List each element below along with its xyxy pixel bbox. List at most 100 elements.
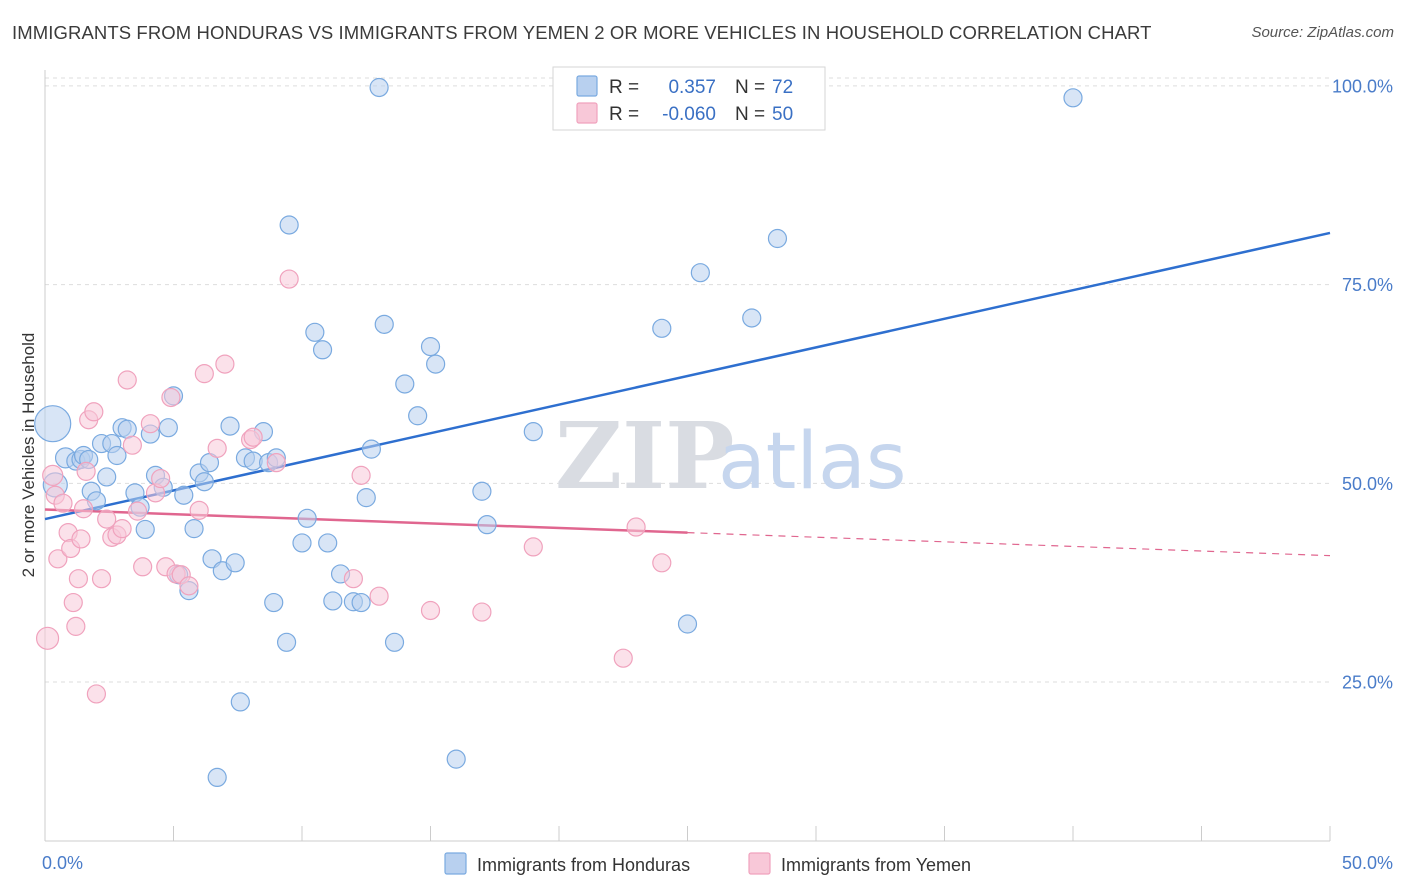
scatter-point (117, 419, 137, 439)
scatter-point (356, 488, 376, 508)
scatter-point (351, 592, 371, 613)
scatter-point (318, 533, 338, 553)
trend-line-yemen-extension (687, 532, 1331, 557)
scatter-point (305, 322, 325, 342)
series-legend: Immigrants from Honduras Immigrants from… (444, 852, 971, 875)
stats-r-value-honduras: 0.357 (668, 77, 716, 98)
x-tick-label-max: 50.0% (1342, 853, 1393, 873)
scatter-point (73, 499, 94, 519)
legend-swatch-honduras (444, 852, 467, 875)
scatter-point (76, 461, 96, 481)
scatter-point (652, 553, 672, 573)
scatter-point (97, 509, 117, 529)
x-tick-label-min: 0.0% (42, 853, 83, 873)
scatter-point (215, 354, 235, 374)
watermark-zip: ZIP (555, 402, 734, 510)
stats-n-label-honduras: N = (735, 77, 765, 98)
scatter-point (264, 592, 284, 613)
scatter-point (135, 519, 155, 540)
stats-legend-box: R = 0.357 N = 72 R = -0.060 N = 50 (552, 66, 826, 131)
scatter-point (174, 485, 194, 505)
scatter-point (613, 648, 633, 668)
scatter-point (279, 215, 299, 235)
scatter-point (68, 569, 89, 589)
scatter-point (207, 767, 227, 788)
scatter-point (184, 519, 204, 539)
scatter-point (1063, 88, 1083, 108)
scatter-point (151, 468, 171, 489)
stats-n-label-yemen: N = (735, 104, 765, 125)
stats-box-frame (552, 66, 826, 131)
scatter-point (140, 414, 160, 434)
scatter-point (179, 576, 199, 596)
scatter-point (690, 263, 710, 283)
scatter-point (34, 405, 72, 443)
scatter-point (374, 314, 394, 334)
source-credit: Source: ZipAtlas.com (1251, 24, 1394, 41)
scatter-point (420, 337, 441, 357)
watermark-atlas: atlas (718, 417, 907, 507)
scatter-point (446, 749, 466, 769)
tick-labels: 100.0% 75.0% 50.0% 25.0% 0.0% 50.0% (42, 76, 1393, 873)
legend-label-honduras: Immigrants from Honduras (477, 855, 690, 875)
scatter-point (279, 269, 299, 289)
grid-lines (45, 77, 1330, 683)
scatter-point (107, 445, 127, 466)
scatter-point (53, 493, 73, 513)
scatter-point (117, 370, 137, 390)
series-yemen-points (35, 269, 672, 704)
legend-swatch-yemen (748, 852, 771, 875)
scatter-point (477, 515, 497, 535)
scatter-point (112, 519, 132, 539)
stats-swatch-honduras (576, 75, 598, 97)
watermark: ZIP atlas (555, 402, 907, 510)
legend-label-yemen: Immigrants from Yemen (781, 855, 971, 875)
scatter-point (408, 406, 428, 426)
scatter-point (122, 435, 142, 455)
scatter-point (523, 422, 543, 442)
stats-r-label-honduras: R = (609, 77, 639, 98)
scatter-point (207, 438, 227, 458)
scatter-point (194, 364, 214, 384)
y-tick-label: 100.0% (1332, 76, 1393, 96)
scatter-point (127, 501, 148, 521)
scatter-point (225, 553, 245, 573)
scatter-point (420, 600, 441, 621)
scatter-point (35, 626, 60, 650)
trend-line-honduras (44, 231, 1331, 521)
scatter-point (158, 418, 178, 438)
scatter-point (266, 453, 286, 473)
trend-lines (44, 231, 1331, 557)
y-tick-label: 25.0% (1342, 673, 1393, 693)
scatter-point (652, 318, 672, 338)
scatter-point (472, 602, 492, 622)
scatter-point (189, 500, 209, 520)
y-tick-label: 50.0% (1342, 474, 1393, 494)
y-axis-label: 2 or more Vehicles in Household (19, 333, 38, 578)
y-tick-label: 75.0% (1342, 275, 1393, 295)
scatter-point (220, 416, 240, 436)
scatter-point (426, 354, 446, 374)
scatter-point (323, 591, 343, 611)
scatter-point (276, 632, 297, 652)
stats-n-value-honduras: 72 (772, 77, 793, 98)
stats-r-value-yemen: -0.060 (662, 104, 716, 125)
chart-title: IMMIGRANTS FROM HONDURAS VS IMMIGRANTS F… (12, 22, 1152, 43)
scatter-point (133, 557, 153, 577)
data-points (34, 77, 1083, 788)
scatter-point (677, 614, 698, 634)
scatter-point (384, 632, 405, 652)
scatter-point (523, 537, 543, 557)
scatter-point (395, 374, 415, 394)
scatter-point (343, 569, 363, 589)
scatter-point (243, 427, 263, 447)
scatter-point (292, 533, 312, 553)
scatter-point (369, 586, 389, 606)
scatter-point (97, 467, 117, 487)
scatter-point (91, 569, 112, 589)
scatter-point (369, 77, 389, 98)
scatter-point (71, 529, 91, 549)
scatter-point (66, 616, 86, 636)
scatter-point (84, 402, 104, 422)
